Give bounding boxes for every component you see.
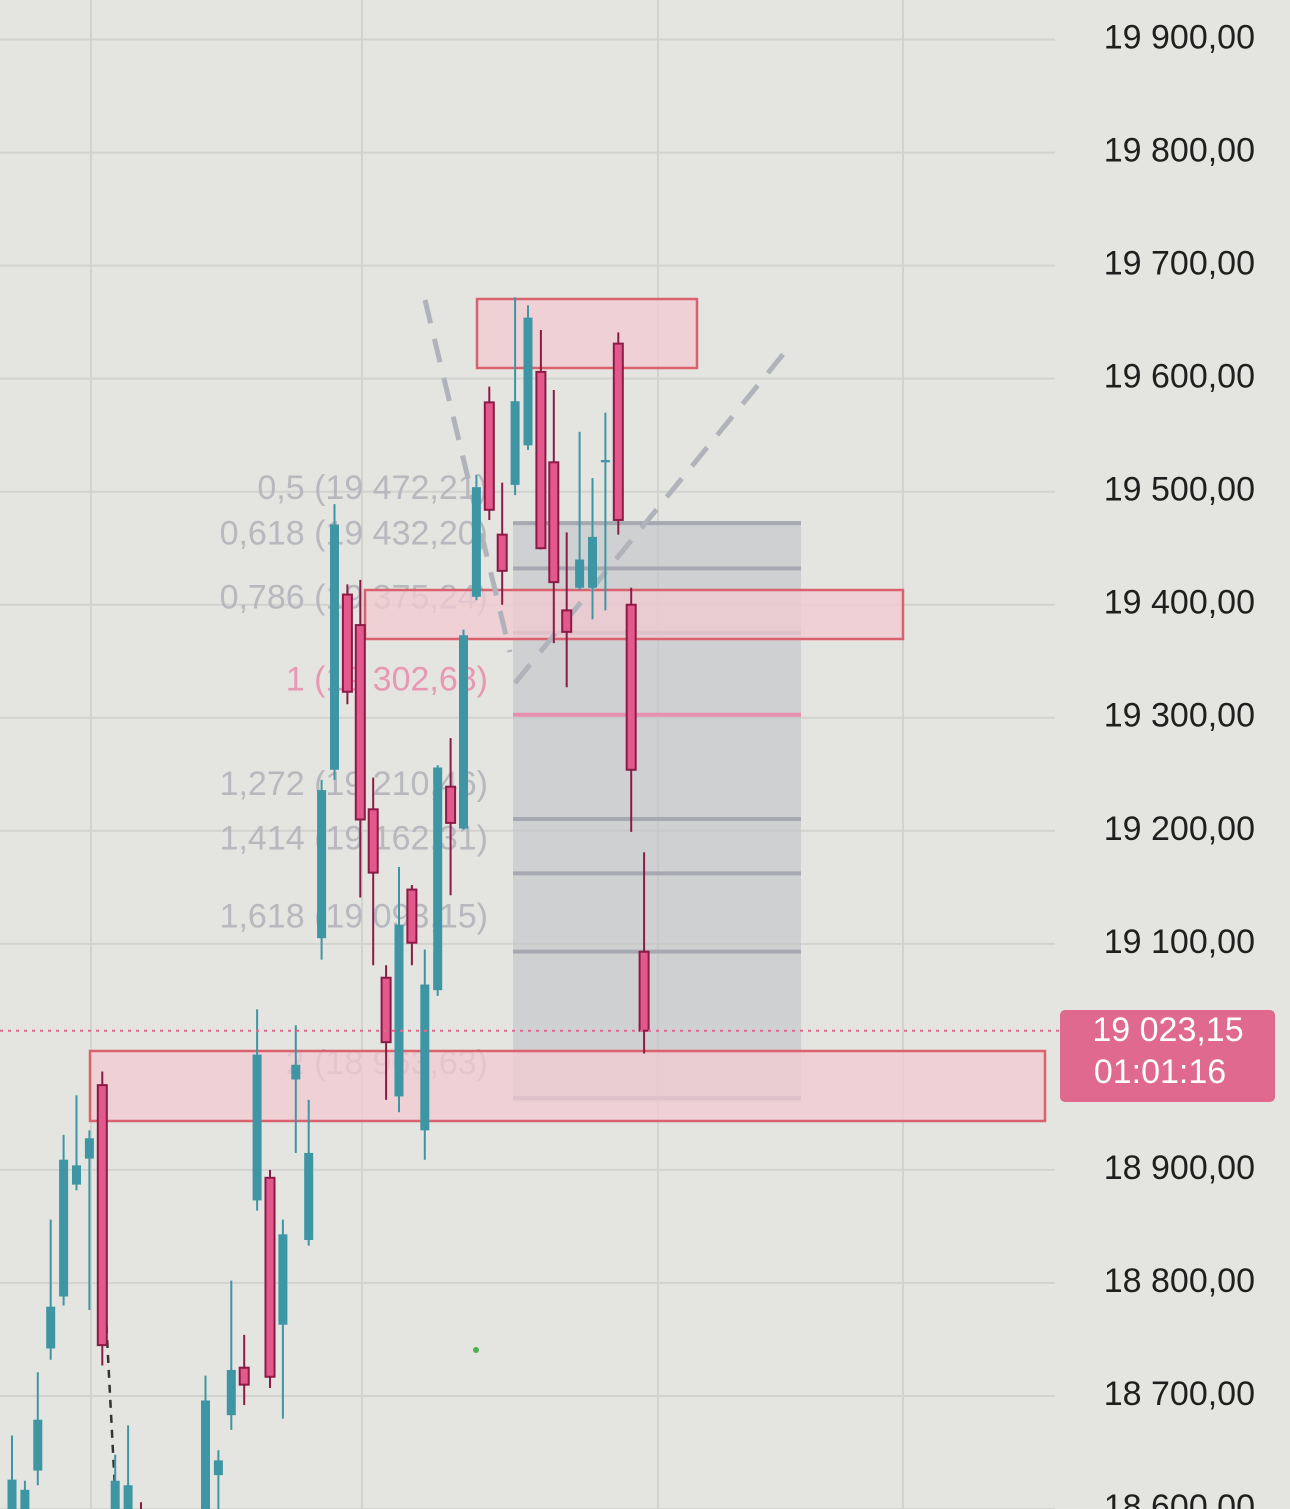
candle-body xyxy=(213,1460,223,1476)
y-tick-label: 19 900,00 xyxy=(1104,19,1255,57)
y-tick-label: 19 100,00 xyxy=(1104,923,1255,961)
dashed-trend xyxy=(422,299,513,653)
candle-body xyxy=(72,1165,81,1185)
dot xyxy=(473,1347,479,1353)
candle-body xyxy=(535,370,547,550)
fib-label: 1,414 (19 162,31) xyxy=(220,819,488,857)
candle-body xyxy=(612,342,624,521)
fib-label: 1,272 (19 210,46) xyxy=(220,765,488,803)
trend-lines xyxy=(422,299,787,685)
candle-body xyxy=(445,785,457,824)
price-label-box xyxy=(1060,1010,1275,1102)
candle-body xyxy=(96,1084,108,1347)
fib-label: 1,618 (19 093,15) xyxy=(220,898,488,936)
candle-body xyxy=(433,767,443,991)
candles xyxy=(7,297,650,1509)
candle-body xyxy=(291,1064,301,1080)
candle-body xyxy=(59,1159,69,1297)
candle-body xyxy=(459,635,468,829)
y-tick-label: 19 400,00 xyxy=(1104,584,1255,622)
dashed-trend xyxy=(513,350,787,685)
fib-label: 0,618 (19 432,20) xyxy=(220,514,488,552)
y-tick-label: 18 800,00 xyxy=(1104,1262,1255,1300)
y-tick-label: 19 200,00 xyxy=(1104,810,1255,848)
fib-label: 0,5 (19 472,21) xyxy=(257,469,488,507)
candle-body xyxy=(278,1234,288,1325)
countdown: 01:01:16 xyxy=(1094,1053,1226,1091)
candle-body xyxy=(548,461,560,584)
y-tick-label: 19 300,00 xyxy=(1104,697,1255,735)
candle-body xyxy=(406,888,418,944)
y-tick-label: 19 600,00 xyxy=(1104,358,1255,396)
candle-body xyxy=(252,1054,262,1201)
candle-body xyxy=(638,950,650,1032)
candle-body xyxy=(20,1489,30,1509)
candle-body xyxy=(330,524,339,770)
candle-body xyxy=(575,559,585,588)
candle-body xyxy=(380,976,392,1044)
candle-body xyxy=(625,603,637,771)
y-tick-label: 18 600,00 xyxy=(1104,1488,1255,1509)
candle-body xyxy=(317,790,327,939)
zone xyxy=(475,297,699,370)
candle-body xyxy=(483,401,495,511)
zones xyxy=(88,297,1047,1123)
candle-body xyxy=(471,487,481,597)
candle-body xyxy=(7,1479,17,1509)
candle-body xyxy=(588,536,597,588)
candle-body xyxy=(523,317,533,446)
candle-body xyxy=(84,1138,94,1159)
y-tick-label: 18 700,00 xyxy=(1104,1375,1255,1413)
y-tick-label: 19 700,00 xyxy=(1104,245,1255,283)
candle-body xyxy=(264,1176,276,1378)
candle-body xyxy=(46,1306,56,1349)
zone xyxy=(88,1049,1047,1123)
candle-body xyxy=(420,984,430,1131)
candle-body xyxy=(238,1366,250,1386)
y-tick-label: 19 800,00 xyxy=(1104,132,1255,170)
price-label: 19 023,15 xyxy=(1092,1011,1243,1049)
candle-body xyxy=(561,609,573,633)
candle-body xyxy=(510,401,520,485)
candle-body xyxy=(110,1480,120,1509)
candle-body xyxy=(226,1369,236,1416)
y-tick-label: 19 500,00 xyxy=(1104,471,1255,509)
y-axis: 19 900,00 19 800,00 19 700,00 19 600,00 19 5… xyxy=(1104,19,1255,1509)
candle-body xyxy=(496,533,508,572)
candle-body xyxy=(304,1152,314,1240)
candle-body xyxy=(394,924,404,1097)
candle-body xyxy=(123,1485,133,1509)
candle-body xyxy=(33,1419,43,1471)
candle-body xyxy=(600,460,610,463)
y-tick-label: 18 900,00 xyxy=(1104,1149,1255,1187)
candle-body xyxy=(354,624,366,821)
candle-body xyxy=(367,808,379,874)
candle-body xyxy=(201,1400,210,1509)
candle-body xyxy=(341,593,353,693)
fib-label: 1 (19 302,68) xyxy=(286,661,488,699)
